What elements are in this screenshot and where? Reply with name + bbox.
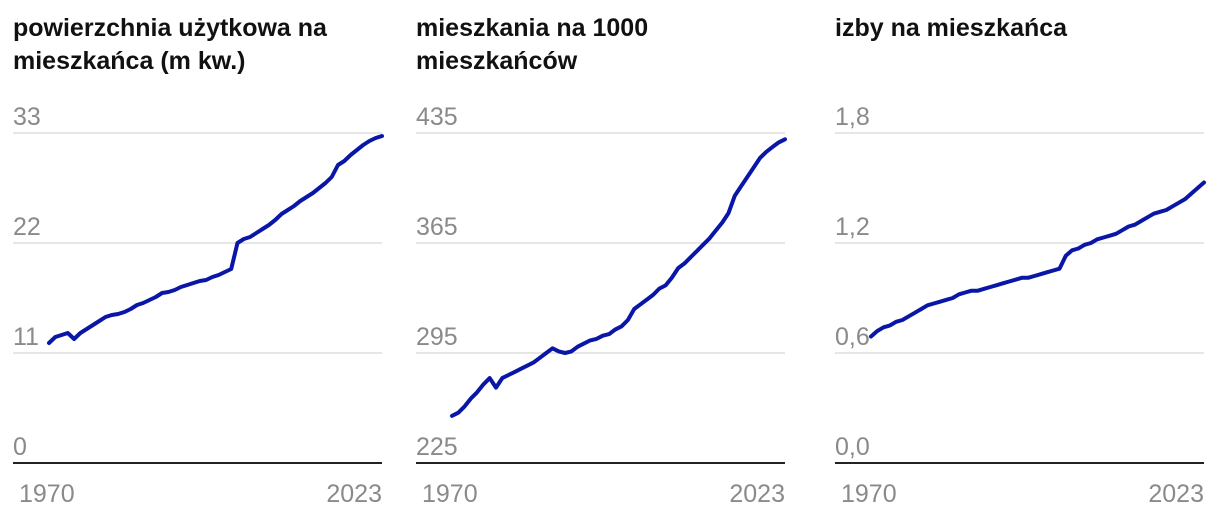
y-tick-label: 22	[13, 213, 41, 241]
y-tick-label: 1,2	[835, 213, 870, 241]
chart-title: powierzchnia użytkowa na mieszkańca (m k…	[13, 14, 327, 75]
x-tick-label: 1970	[422, 480, 478, 508]
x-tick-label: 2023	[326, 480, 382, 508]
y-tick-label: 225	[416, 433, 458, 461]
x-tick-label: 2023	[1148, 480, 1204, 508]
y-tick-label: 33	[13, 103, 41, 131]
x-tick-label: 2023	[729, 480, 785, 508]
y-tick-label: 11	[13, 323, 39, 351]
y-tick-label: 365	[416, 213, 458, 241]
series-line	[450, 137, 787, 418]
chart-panel-rooms-per-person: izby na mieszkańca 0,0 0,6 1,2 1,8 1970 2023	[835, 0, 1215, 522]
y-tick-label: 1,8	[835, 103, 870, 131]
y-tick-label: 0,6	[835, 323, 870, 351]
y-tick-label: 0	[13, 433, 27, 461]
chart-title: mieszkania na 1000 mieszkańców	[416, 14, 649, 75]
chart-panel-usable-area: powierzchnia użytkowa na mieszkańca (m k…	[13, 0, 393, 522]
series-line	[47, 134, 384, 345]
x-tick-label: 1970	[841, 480, 897, 508]
y-tick-label: 295	[416, 323, 458, 351]
chart-svg: 0,0 0,6 1,2 1,8 1970 2023	[835, 103, 1206, 508]
chart-panel-dwellings-per-1000: mieszkania na 1000 mieszkańców 225 295 365…	[416, 0, 796, 522]
chart-title: izby na mieszkańca	[835, 14, 1068, 42]
chart-svg: 0 11 22 33 1970 2023	[13, 103, 384, 508]
y-tick-label: 0,0	[835, 433, 870, 461]
chart-svg: 225 295 365 435 1970 2023	[416, 103, 787, 508]
y-tick-label: 435	[416, 103, 458, 131]
x-tick-label: 1970	[19, 480, 75, 508]
series-line	[869, 180, 1206, 339]
